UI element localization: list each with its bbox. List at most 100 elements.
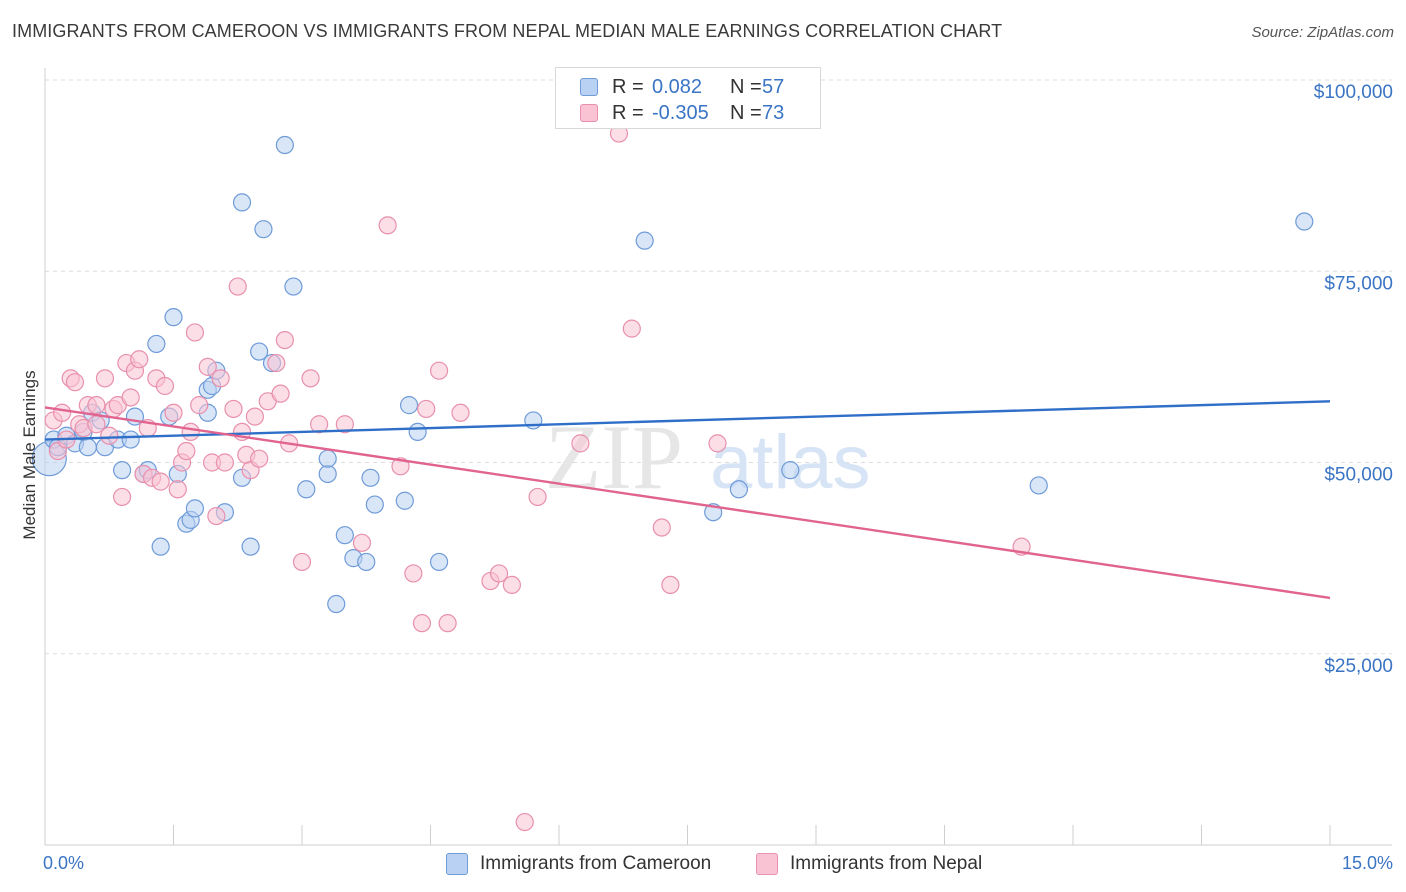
nepal-point	[155, 376, 175, 396]
grid-lines	[45, 79, 1392, 655]
cameroon-point	[250, 342, 269, 361]
trend-lines	[44, 400, 1331, 600]
r-value: -0.305	[652, 101, 709, 124]
nepal-point	[622, 319, 641, 338]
cameroon-point	[408, 422, 427, 441]
x-tick-label: 15.0%	[1342, 853, 1393, 873]
cameroon-point	[151, 537, 170, 556]
nepal-point	[708, 434, 727, 453]
cameroon-legend-swatch	[446, 853, 468, 875]
nepal-point	[228, 277, 247, 296]
cameroon-point	[1295, 212, 1314, 231]
nepal-point	[121, 388, 140, 407]
n-label: N =	[730, 75, 762, 98]
cameroon-point	[121, 430, 140, 449]
nepal-point	[177, 441, 196, 461]
nepal-point	[224, 399, 243, 419]
cameroon-point	[275, 135, 294, 155]
nepal-point	[391, 457, 410, 476]
tick-labels: $25,000 $50,000 $75,000 $100,000 0.0% 15.0%	[43, 82, 1393, 873]
y-tick-label: $50,000	[1324, 465, 1393, 486]
nepal-point	[250, 449, 269, 468]
cameroon-point	[164, 308, 183, 327]
y-axis-label: Median Male Earnings	[20, 370, 39, 540]
y-tick-label: $100,000	[1314, 82, 1393, 103]
nepal-point	[65, 373, 85, 392]
nepal-point	[95, 369, 115, 388]
r-label: R =	[612, 75, 644, 98]
nepal-point	[292, 552, 312, 572]
nepal-point	[378, 216, 397, 235]
nepal-point	[571, 434, 590, 453]
y-tick-label: $25,000	[1324, 656, 1393, 677]
nepal-point	[404, 564, 423, 583]
nepal-point	[271, 384, 290, 403]
nepal-legend-swatch	[756, 853, 778, 875]
cameroon-point	[399, 396, 419, 415]
y-tick-label: $75,000	[1324, 273, 1393, 294]
chart-title: IMMIGRANTS FROM CAMEROON VS IMMIGRANTS F…	[12, 21, 1003, 41]
cameroon-point	[297, 480, 316, 499]
nepal-point	[130, 350, 149, 369]
cameroon-point	[357, 552, 376, 572]
cameroon-swatch	[580, 78, 598, 96]
cameroon-point	[185, 499, 205, 518]
cameroon-point	[781, 461, 800, 480]
legend-item-cameroon: Immigrants from Cameroon	[446, 851, 711, 877]
nepal-point	[502, 575, 521, 595]
nepal-point	[275, 331, 294, 350]
nepal-point	[190, 396, 209, 415]
cameroon-point	[318, 449, 337, 468]
cameroon-point	[635, 231, 654, 250]
nepal-point	[335, 415, 354, 434]
nepal-point	[185, 323, 205, 342]
series-nepal-points	[44, 124, 1031, 832]
legend-item-nepal: Immigrants from Nepal	[756, 851, 982, 877]
nepal-point	[429, 361, 449, 380]
cameroon-point	[1029, 476, 1048, 495]
cameroon-point	[284, 277, 303, 296]
cameroon-point	[78, 438, 97, 457]
nepal-point	[211, 369, 230, 388]
n-label: N =	[730, 101, 762, 124]
cameroon-point	[361, 468, 380, 487]
watermark: ZIP atlas	[545, 406, 871, 508]
source-label: Source: ZipAtlas.com	[1251, 24, 1394, 41]
nepal-point	[245, 407, 264, 426]
nepal-point	[100, 426, 119, 445]
nepal-point	[489, 564, 509, 583]
nepal-point	[53, 403, 72, 422]
nepal-point	[198, 357, 217, 376]
cameroon-trend-line	[44, 400, 1331, 441]
n-value: 73	[762, 101, 785, 124]
r-value: 0.082	[652, 75, 703, 98]
nepal-point	[451, 403, 470, 422]
nepal-point	[301, 369, 320, 388]
legend-row-cameroon: R = 0.082 N = 57	[580, 75, 784, 99]
cameroon-point	[112, 461, 132, 480]
cameroon-point	[327, 594, 346, 614]
nepal-trend-line	[44, 406, 1331, 600]
cameroon-point	[232, 193, 252, 212]
n-value: 57	[762, 75, 785, 98]
nepal-point	[215, 453, 234, 472]
correlation-legend: R = 0.082 N = 57 R = -0.305 N = 73	[555, 67, 821, 129]
cameroon-point	[429, 552, 449, 572]
cameroon-point	[335, 526, 354, 545]
legend-row-nepal: R = -0.305 N = 73	[580, 101, 784, 125]
cameroon-point	[365, 495, 384, 514]
nepal-point	[438, 614, 457, 633]
nepal-point	[207, 506, 226, 526]
nepal-point	[310, 415, 329, 434]
nepal-point	[352, 533, 372, 552]
cameroon-point	[241, 537, 260, 556]
nepal-point	[412, 614, 432, 633]
x-tick-label: 0.0%	[43, 853, 84, 873]
nepal-point	[515, 812, 534, 832]
cameroon-legend-label: Immigrants from Cameroon	[480, 853, 712, 874]
cameroon-point	[729, 480, 749, 499]
nepal-legend-label: Immigrants from Nepal	[790, 853, 983, 874]
cameroon-point	[395, 491, 414, 510]
cameroon-point	[147, 334, 166, 354]
